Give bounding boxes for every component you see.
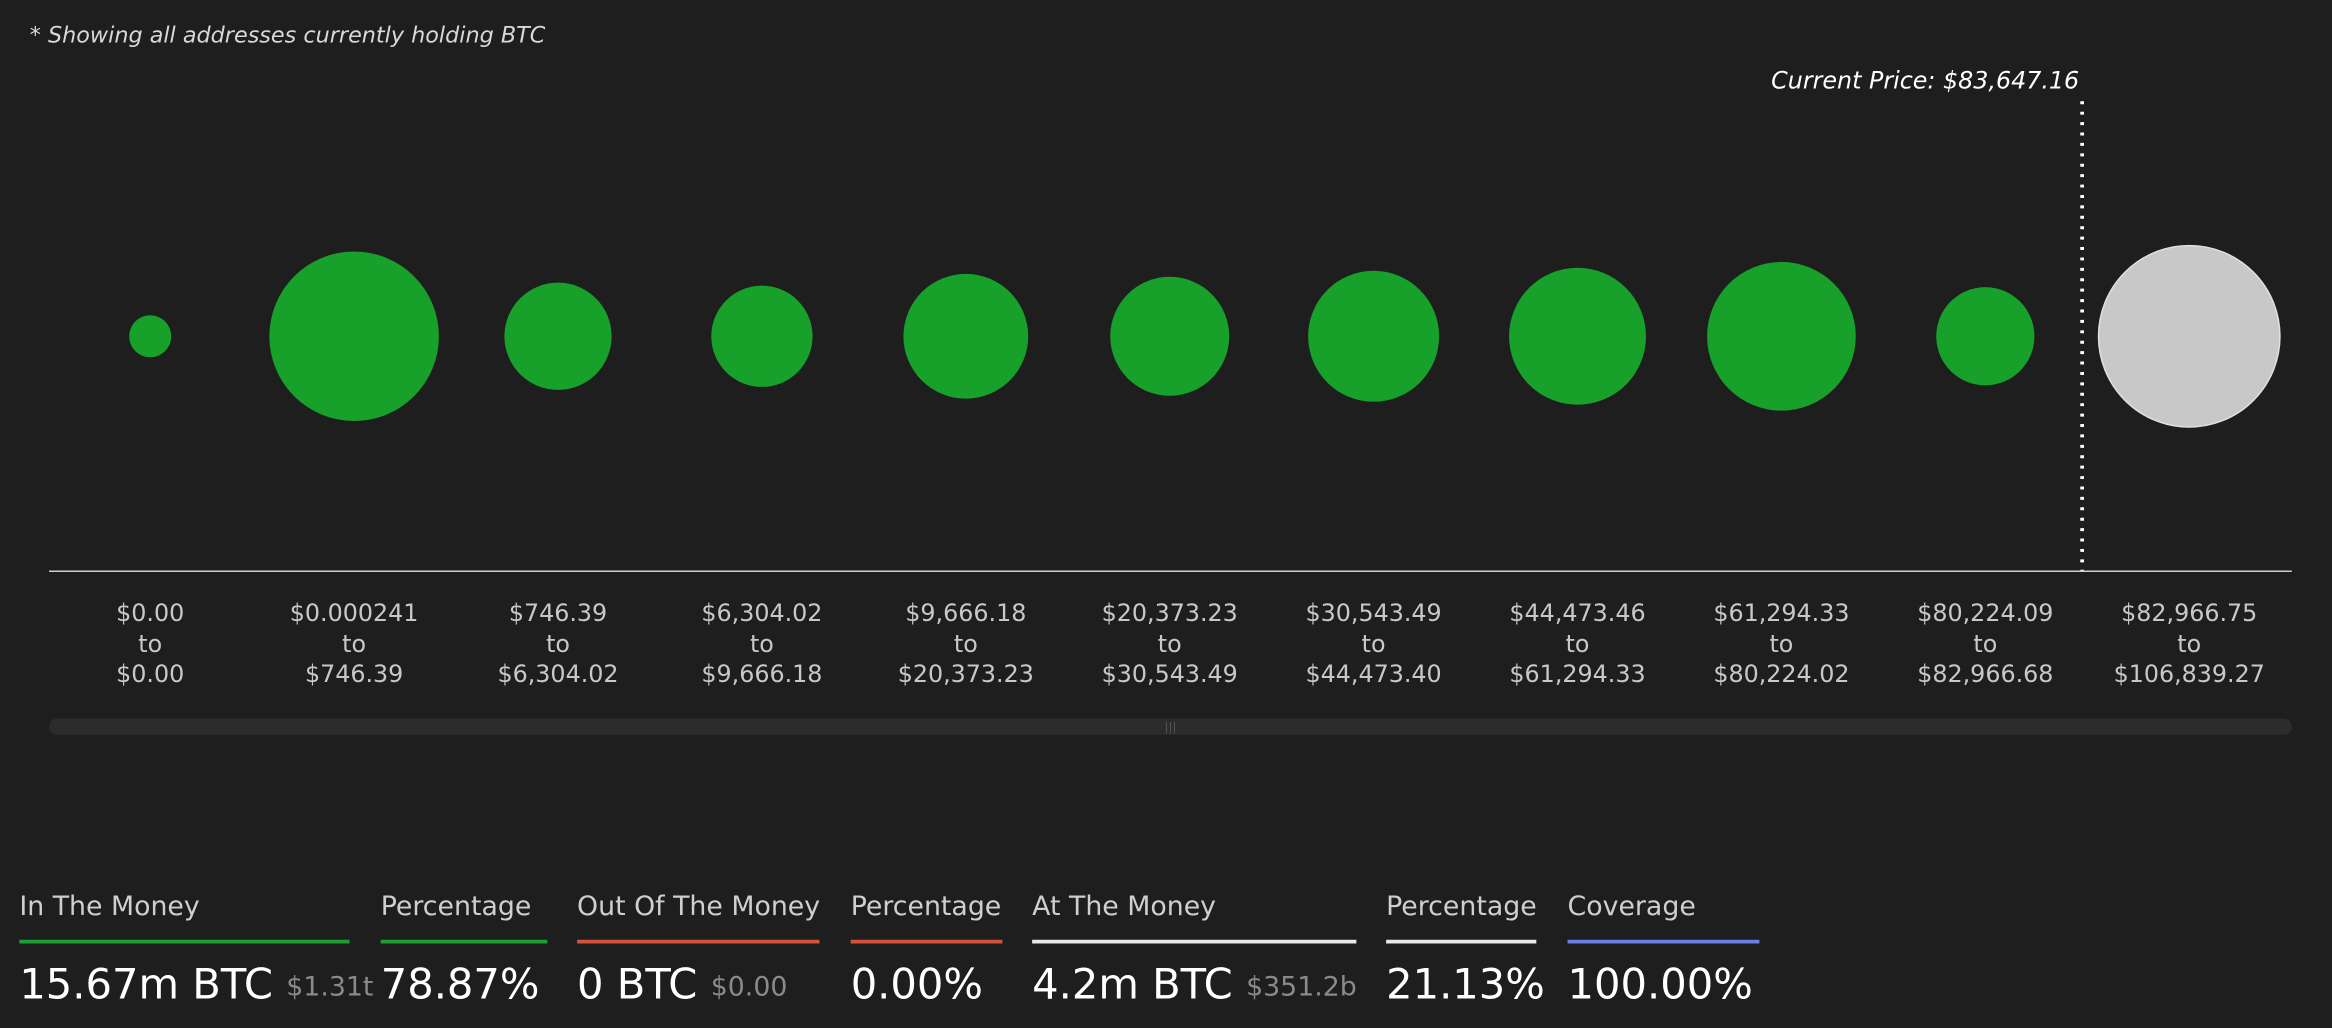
range-from: $61,294.33 [1713,599,1849,627]
range-to: $9,666.18 [701,660,822,688]
range-to: $44,473.40 [1306,660,1442,688]
current-price-label: Current Price: $83,647.16 [1771,66,2079,94]
bubble [1707,261,1856,411]
range-from: $0.000241 [290,599,419,627]
range-word: to [2177,630,2201,658]
range-word: to [1362,630,1386,658]
summary-sub: $351.2b [1246,971,1357,1002]
range-from: $30,543.49 [1306,599,1442,627]
summary-value: 15.67m BTC $1.31t [19,960,373,1009]
range-to: $6,304.02 [497,660,618,688]
summary-main: 78.87% [381,960,540,1009]
scroll-handle[interactable]: ||| [1164,720,1176,735]
summary-value: 21.13% [1386,960,1545,1009]
range-to: $746.39 [305,660,403,688]
summary-label: Coverage [1568,891,1696,922]
summary-value: 0 BTC $0.00 [577,960,787,1009]
range-word: to [954,630,978,658]
range-to: $61,294.33 [1509,660,1645,688]
range-from: $0.00 [116,599,184,627]
range-to: $80,224.02 [1713,660,1849,688]
range-from: $9,666.18 [905,599,1026,627]
summary-label: At The Money [1032,891,1216,922]
bubble [711,285,813,387]
range-word: to [1973,630,1997,658]
scrollbar[interactable] [49,718,2292,735]
range-to: $0.00 [116,660,184,688]
range-to: $20,373.23 [898,660,1034,688]
bubble [1308,270,1440,402]
range-word: to [546,630,570,658]
range-from: $82,966.75 [2121,599,2257,627]
bubble [2097,244,2281,428]
bubble [1110,276,1230,396]
summary-label: Percentage [851,891,1002,922]
bubble [903,273,1029,399]
summary-main: 0 BTC [577,960,697,1009]
summary-label: In The Money [19,891,200,922]
summary-main: 21.13% [1386,960,1545,1009]
summary-label: Out Of The Money [577,891,820,922]
bubble [1509,267,1646,405]
summary-value: 78.87% [381,960,540,1009]
range-from: $20,373.23 [1102,599,1238,627]
bubble [129,315,172,358]
range-to: $106,839.27 [2114,660,2265,688]
range-word: to [342,630,366,658]
summary-main: 100.00% [1568,960,1753,1009]
range-word: to [1769,630,1793,658]
summary-value: 4.2m BTC $351.2b [1032,960,1357,1009]
summary-main: 15.67m BTC [19,960,273,1009]
summary-main: 4.2m BTC [1032,960,1233,1009]
bubble [269,251,439,422]
range-to: $82,966.68 [1917,660,2053,688]
range-word: to [750,630,774,658]
note: * Showing all addresses currently holdin… [30,22,546,48]
range-from: $44,473.46 [1509,599,1645,627]
bubble [504,282,612,390]
range-word: to [1566,630,1590,658]
range-from: $6,304.02 [701,599,822,627]
summary-value: 100.00% [1568,960,1753,1009]
range-word: to [1158,630,1182,658]
summary-value: 0.00% [851,960,983,1009]
range-word: to [138,630,162,658]
summary-sub: $0.00 [711,971,788,1002]
range-from: $80,224.09 [1917,599,2053,627]
summary-sub: $1.31t [286,971,373,1002]
summary-label: Percentage [381,891,532,922]
summary-label: Percentage [1386,891,1537,922]
range-from: $746.39 [509,599,607,627]
summary-main: 0.00% [851,960,983,1009]
range-to: $30,543.49 [1102,660,1238,688]
bubble [1936,287,2035,386]
